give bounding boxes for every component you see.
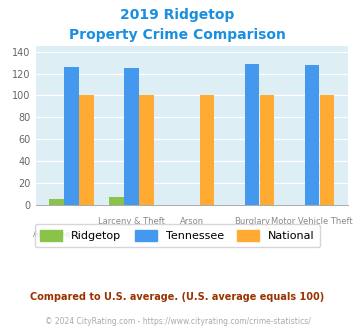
Text: All Property Crime: All Property Crime (33, 230, 110, 239)
Text: © 2024 CityRating.com - https://www.cityrating.com/crime-statistics/: © 2024 CityRating.com - https://www.city… (45, 317, 310, 326)
Bar (245, 64, 259, 205)
Bar (124, 68, 139, 205)
Text: Property Crime Comparison: Property Crime Comparison (69, 28, 286, 42)
Bar (260, 95, 274, 205)
Text: Motor Vehicle Theft: Motor Vehicle Theft (271, 217, 353, 226)
Bar (49, 199, 64, 205)
Bar (80, 95, 94, 205)
Bar (200, 95, 214, 205)
Bar (64, 67, 79, 205)
Text: Burglary: Burglary (234, 217, 270, 226)
Bar (305, 65, 319, 205)
Bar (320, 95, 334, 205)
Bar (140, 95, 154, 205)
Legend: Ridgetop, Tennessee, National: Ridgetop, Tennessee, National (34, 224, 321, 247)
Bar (109, 197, 124, 205)
Text: Larceny & Theft: Larceny & Theft (98, 217, 165, 226)
Text: Compared to U.S. average. (U.S. average equals 100): Compared to U.S. average. (U.S. average … (31, 292, 324, 302)
Text: 2019 Ridgetop: 2019 Ridgetop (120, 8, 235, 22)
Text: Arson: Arson (180, 217, 204, 226)
